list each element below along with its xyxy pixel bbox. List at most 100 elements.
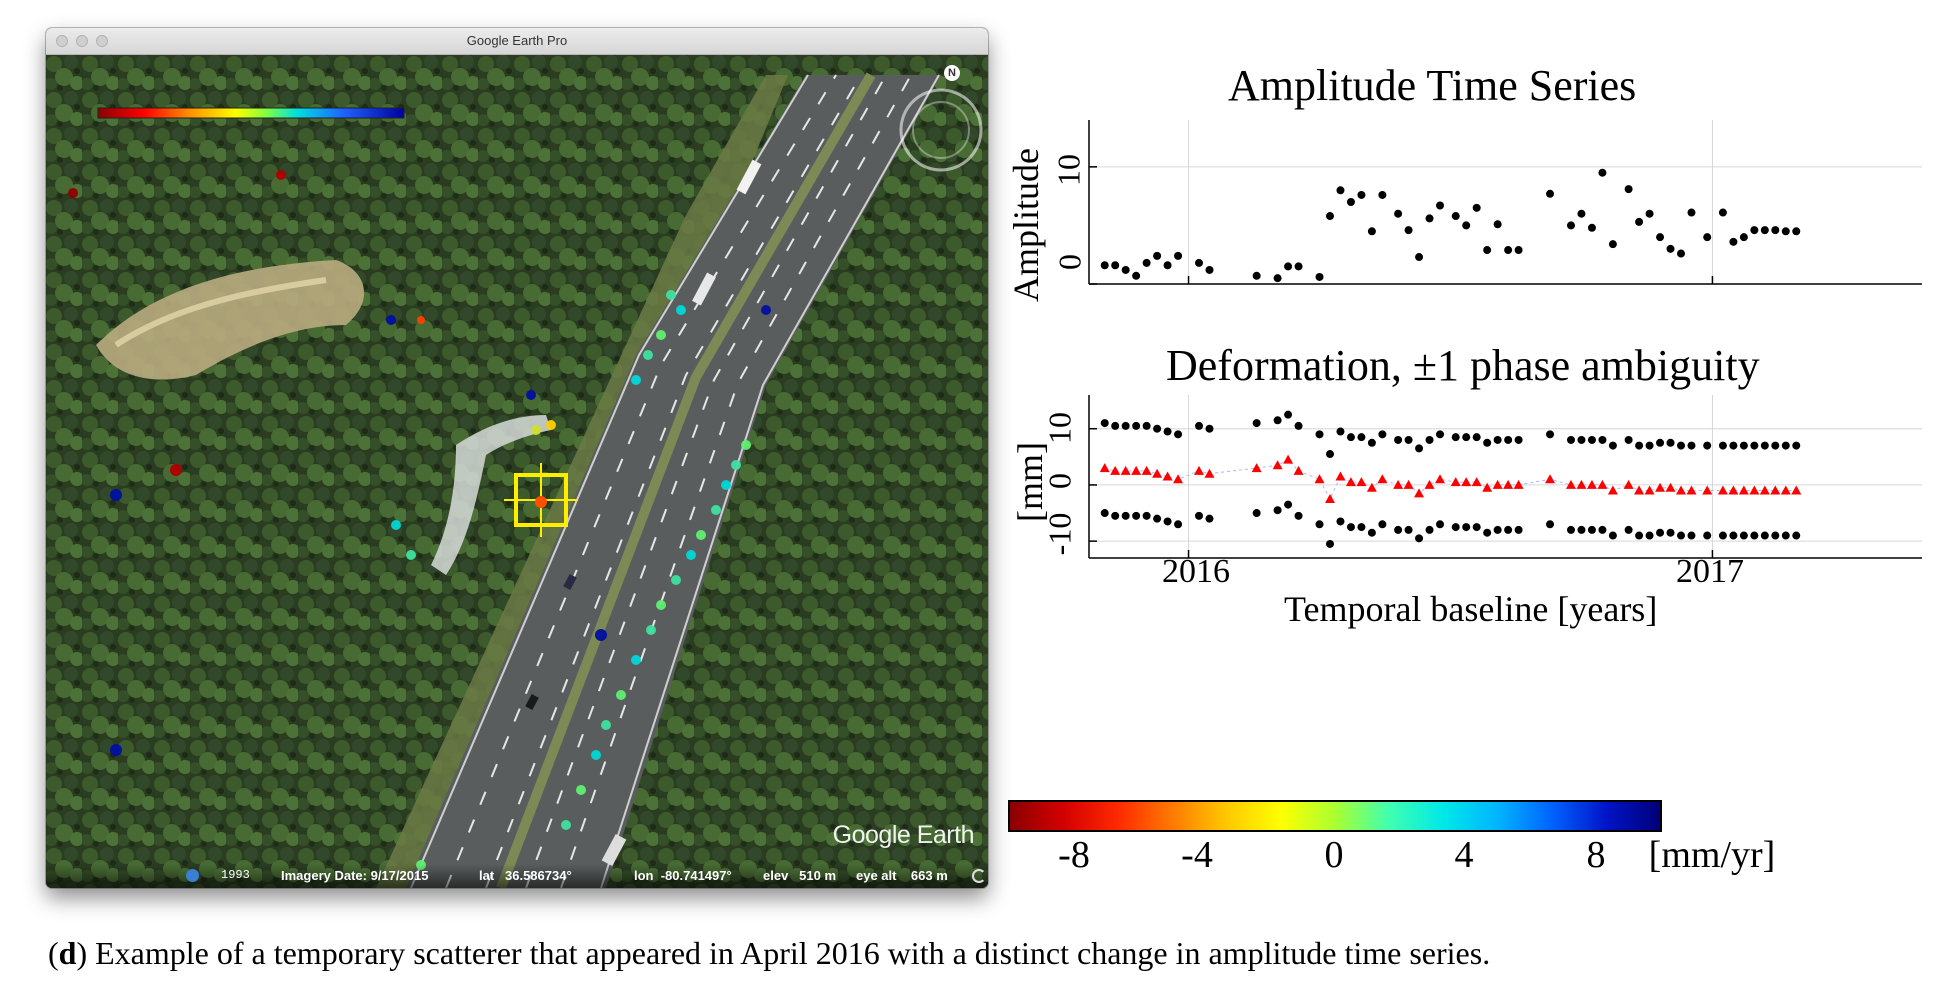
amplitude-series-0-point-8 xyxy=(1195,258,1204,267)
deformation-series-0-point-28 xyxy=(1471,477,1482,487)
amplitude-series-0-point-11 xyxy=(1273,274,1282,283)
amplitude-chart-title: Amplitude Time Series xyxy=(1228,61,1637,110)
amplitude-series-0-point-16 xyxy=(1336,186,1345,195)
deformation-series-2-point-44 xyxy=(1677,531,1686,540)
amplitude-series-0-point-1 xyxy=(1111,261,1120,270)
deformation-series-2-point-16 xyxy=(1336,517,1345,526)
deformation-series-0-point-19 xyxy=(1366,482,1377,492)
deformation-series-2-point-51 xyxy=(1760,531,1769,540)
amplitude-series-0-point-36 xyxy=(1587,223,1596,232)
globe-icon xyxy=(186,869,199,882)
deformation-series-0-point-43 xyxy=(1665,482,1676,492)
deformation-series-0-point-14 xyxy=(1314,474,1325,484)
deformation-series-1-point-38 xyxy=(1608,441,1617,450)
amplitude-series-0-point-28 xyxy=(1472,203,1481,212)
deformation-series-1-point-48 xyxy=(1729,441,1738,450)
deformation-series-1-point-49 xyxy=(1739,441,1748,450)
deformation-series-1-point-35 xyxy=(1577,435,1586,444)
deformation-series-0-point-35 xyxy=(1576,479,1587,489)
deformation-series-0-point-4 xyxy=(1141,465,1152,475)
amplitude-series-0-point-52 xyxy=(1771,226,1780,235)
deformation-series-2-point-30 xyxy=(1493,525,1502,534)
amplitude-series-0-point-43 xyxy=(1666,244,1675,253)
deformation-series-0-point-49 xyxy=(1738,485,1749,495)
deformation-series-1-point-25 xyxy=(1436,430,1445,439)
deformation-series-1-point-33 xyxy=(1546,430,1555,439)
deformation-series-1-point-29 xyxy=(1483,438,1492,447)
deformation-series-1-point-15 xyxy=(1325,450,1334,459)
elevation-readout: elev 510 m xyxy=(763,868,836,883)
amplitude-series-0-point-23 xyxy=(1415,253,1424,262)
deformation-series-2-point-28 xyxy=(1472,523,1481,532)
deformation-series-2-point-4 xyxy=(1142,511,1151,520)
deformation-series-0-point-38 xyxy=(1607,485,1618,495)
deformation-series-1-point-41 xyxy=(1645,441,1654,450)
deformation-series-0-point-39 xyxy=(1623,479,1634,489)
deformation-series-2-point-54 xyxy=(1792,531,1801,540)
amplitude-series-0-point-26 xyxy=(1451,212,1460,221)
compass-north-button[interactable]: N xyxy=(944,65,960,81)
deformation-series-0-point-41 xyxy=(1644,485,1655,495)
amplitude-series-0-point-44 xyxy=(1677,249,1686,258)
amplitude-series-0-point-7 xyxy=(1174,251,1183,260)
amplitude-series-0-point-27 xyxy=(1462,221,1471,230)
deformation-series-1-point-11 xyxy=(1273,416,1282,425)
deformation-series-2-point-22 xyxy=(1404,525,1413,534)
imagery-date: Imagery Date: 9/17/2015 xyxy=(281,868,429,883)
deformation-series-2-point-17 xyxy=(1346,523,1355,532)
deformation-series-2-point-6 xyxy=(1163,517,1172,526)
deformation-series-2-point-26 xyxy=(1451,523,1460,532)
deformation-series-0-point-21 xyxy=(1393,479,1404,489)
amplitude-series-0-point-54 xyxy=(1792,227,1801,236)
map-view[interactable]: N Google Earth 1993 Imagery Date: 9/17/2… xyxy=(46,55,988,888)
amplitude-series-0-point-34 xyxy=(1566,221,1575,230)
deformation-series-1-point-31 xyxy=(1504,435,1513,444)
amplitude-series-0-point-48 xyxy=(1729,237,1738,246)
deformation-series-0-point-16 xyxy=(1335,471,1346,481)
deformation-series-0-point-47 xyxy=(1717,485,1728,495)
amplitude-series-0-point-5 xyxy=(1153,251,1162,260)
amplitude-series-0-point-6 xyxy=(1163,261,1172,270)
amplitude-series-0-point-42 xyxy=(1656,233,1665,242)
deformation-series-0-point-53 xyxy=(1780,485,1791,495)
figure-caption: (d) Example of a temporary scatterer tha… xyxy=(48,935,1491,971)
zoom-window-button[interactable] xyxy=(96,35,108,47)
deformation-series-2-point-47 xyxy=(1718,531,1727,540)
deformation-series-2-point-41 xyxy=(1645,531,1654,540)
minimize-window-button[interactable] xyxy=(76,35,88,47)
window-titlebar[interactable]: Google Earth Pro xyxy=(46,28,988,55)
amplitude-series-0-point-22 xyxy=(1404,226,1413,235)
deformation-series-0-point-11 xyxy=(1272,460,1283,470)
amplitude-series-0-point-51 xyxy=(1760,226,1769,235)
satellite-imagery[interactable] xyxy=(46,55,988,888)
amplitude-series-0-point-47 xyxy=(1718,208,1727,217)
deformation-series-0-point-40 xyxy=(1634,485,1645,495)
deformation-series-0-point-34 xyxy=(1565,479,1576,489)
eye-altitude-readout: eye alt 663 m xyxy=(856,868,948,883)
deformation-series-0-point-30 xyxy=(1492,479,1503,489)
deformation-series-0-point-26 xyxy=(1450,477,1461,487)
deformation-series-1-point-23 xyxy=(1415,444,1424,453)
close-window-button[interactable] xyxy=(56,35,68,47)
deformation-series-0-point-15 xyxy=(1324,493,1335,503)
deformation-series-0-point-52 xyxy=(1770,485,1781,495)
deformation-series-1-point-46 xyxy=(1703,441,1712,450)
deformation-series-2-point-27 xyxy=(1462,523,1471,532)
colorbar-tick-neg4: -4 xyxy=(1181,834,1213,876)
deformation-series-1-point-37 xyxy=(1598,435,1607,444)
deformation-series-0-point-25 xyxy=(1435,474,1446,484)
deformation-series-2-point-21 xyxy=(1394,525,1403,534)
deformation-series-1-point-5 xyxy=(1153,424,1162,433)
deformation-series-1-point-54 xyxy=(1792,441,1801,450)
deformation-series-2-point-7 xyxy=(1174,520,1183,529)
deformation-series-2-point-25 xyxy=(1436,520,1445,529)
deformation-series-0-point-50 xyxy=(1749,485,1760,495)
deformation-series-1-point-10 xyxy=(1252,419,1261,428)
amplitude-series-0-point-53 xyxy=(1781,227,1790,236)
deformation-series-2-point-19 xyxy=(1367,528,1376,537)
deformation-series-2-point-49 xyxy=(1739,531,1748,540)
amplitude-series-0-point-40 xyxy=(1635,217,1644,226)
deformation-series-0-point-31 xyxy=(1503,479,1514,489)
amplitude-series-0-point-45 xyxy=(1687,208,1696,217)
deformation-series-1-point-52 xyxy=(1771,441,1780,450)
